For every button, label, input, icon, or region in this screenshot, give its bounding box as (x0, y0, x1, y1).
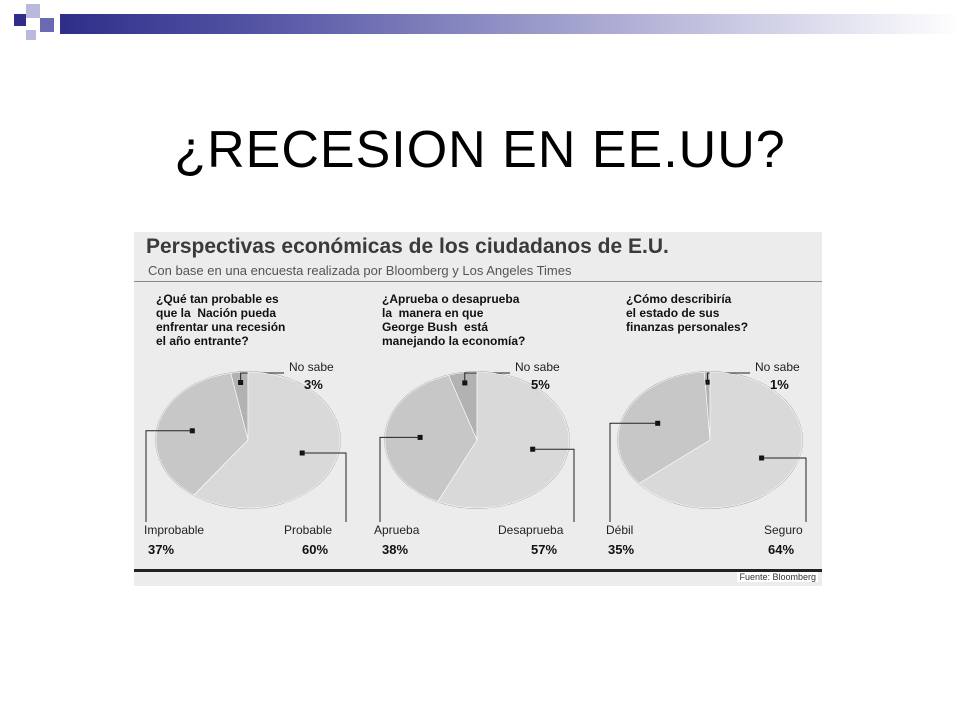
label-probable: Probable (284, 523, 333, 537)
figure-subtitle: Con base en una encuesta realizada por B… (148, 263, 572, 278)
pct-debil: 35% (608, 542, 635, 557)
pct-no-sabe-3: 1% (770, 377, 789, 392)
question-recession: ¿Qué tan probable es que la Nación pueda… (156, 292, 286, 348)
figure-title: Perspectivas económicas de los ciudadano… (146, 235, 669, 258)
leader-line (302, 452, 347, 522)
figure-divider (134, 281, 822, 282)
pct-probable: 60% (302, 542, 329, 557)
leader-line (240, 372, 284, 383)
label-no-sabe-3: No sabe (755, 360, 800, 374)
pie-slice-probable (193, 371, 341, 509)
label-improbable: Improbable (144, 523, 205, 537)
pct-desaprueba: 57% (531, 542, 558, 557)
slice-marker (655, 420, 661, 426)
slide-title: ¿RECESION EN EE.UU? (174, 121, 786, 179)
figure-source: Fuente: Bloomberg (737, 572, 818, 582)
question-approval: ¿Aprueba o desaprueba la manera en que G… (382, 292, 526, 348)
question-finances: ¿Cómo describiría el estado de sus finan… (626, 292, 749, 334)
pct-no-sabe-1: 3% (304, 377, 323, 392)
label-desaprueba: Desaprueba (498, 523, 564, 537)
pct-seguro: 64% (768, 542, 795, 557)
pct-no-sabe-2: 5% (531, 377, 550, 392)
leader-line (379, 436, 421, 522)
leader-line (609, 422, 658, 522)
leader-line (761, 457, 807, 522)
pie-slice-improbable (155, 372, 249, 496)
slide-header-decoration (0, 0, 960, 40)
pie-charts-canvas (145, 371, 807, 522)
label-seguro: Seguro (764, 523, 803, 537)
slice-marker (238, 380, 244, 385)
slice-marker (299, 450, 305, 456)
pie-slice-desaprueba (437, 371, 570, 509)
label-no-sabe-1: No sabe (289, 360, 334, 374)
header-gradient-bar (60, 14, 960, 34)
figure-bottom-rule (134, 569, 822, 572)
leader-line (145, 430, 193, 522)
pct-improbable: 37% (148, 542, 175, 557)
pie-slice-aprueba (384, 374, 478, 502)
decor-square-dark (14, 14, 26, 26)
pie-slice-seguro (638, 371, 803, 509)
label-aprueba: Aprueba (374, 523, 420, 537)
decor-square-light-2 (26, 30, 36, 40)
pie-slice-debil (617, 371, 711, 484)
survey-figure: Perspectivas económicas de los ciudadano… (134, 232, 822, 586)
decor-square-light (26, 4, 40, 18)
slice-marker (417, 434, 423, 440)
label-no-sabe-2: No sabe (515, 360, 560, 374)
pct-aprueba: 38% (382, 542, 409, 557)
decor-square-mid (40, 18, 54, 32)
leader-line (532, 448, 575, 522)
slice-marker (759, 455, 765, 461)
leader-line (707, 372, 750, 383)
label-debil: Débil (606, 523, 634, 537)
